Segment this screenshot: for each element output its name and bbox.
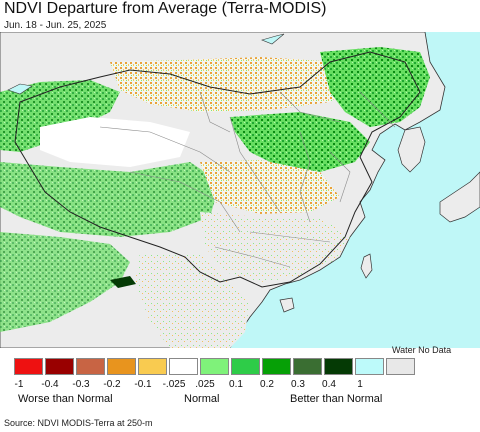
legend-swatch (293, 358, 322, 375)
legend-tick-label: .025 (195, 379, 215, 390)
region-tibet (0, 162, 220, 237)
legend-swatch (14, 358, 43, 375)
legend-swatch (45, 358, 74, 375)
legend-swatch (355, 358, 384, 375)
legend-tick-label: -0.1 (134, 379, 152, 390)
province-borders (99, 91, 396, 268)
legend-swatch (324, 358, 353, 375)
legend-tick-label: 1 (357, 379, 363, 390)
legend-swatch (386, 358, 415, 375)
legend-tick-label: 0.1 (229, 379, 243, 390)
legend-colorbar (14, 358, 417, 375)
region-south-asia (0, 232, 130, 332)
map-title: NDVI Departure from Average (Terra-MODIS… (4, 0, 327, 17)
legend-tick-label: 0.4 (322, 379, 336, 390)
region-mongolia (110, 57, 360, 112)
region-central-mixed (200, 160, 340, 214)
legend-worse-label: Worse than Normal (18, 393, 113, 405)
korea-peninsula (397, 126, 426, 173)
hainan (279, 297, 295, 313)
date-range: Jun. 18 - Jun. 25, 2025 (4, 20, 107, 31)
delta-dark-patch (110, 276, 136, 288)
legend-swatch (200, 358, 229, 375)
region-tarim-normal (40, 117, 190, 167)
region-southeast-asia (135, 252, 250, 348)
legend-tick-label: -0.2 (103, 379, 121, 390)
legend-tick-label: -1 (14, 379, 24, 390)
legend-better-label: Better than Normal (290, 393, 383, 405)
china-border (14, 51, 421, 288)
source-note: Source: NDVI MODIS-Terra at 250-m (4, 418, 153, 428)
ndvi-map (0, 32, 480, 348)
legend-swatch (169, 358, 198, 375)
legend-swatch (76, 358, 105, 375)
japan-islands (439, 171, 480, 223)
legend-water-no-data-label: Water No Data (392, 345, 452, 355)
legend-swatch (231, 358, 260, 375)
region-northeast-greening (320, 47, 430, 127)
legend-tick-label: 0.2 (260, 379, 274, 390)
legend-tick-label: 0.3 (291, 379, 305, 390)
legend-tick-label: -.025 (162, 379, 186, 390)
legend-swatch (262, 358, 291, 375)
lake-baikal (261, 33, 285, 45)
lake-balkhash (7, 83, 33, 95)
map-canvas (0, 32, 480, 348)
region-south-china (200, 212, 350, 282)
legend-tick-label: -0.3 (72, 379, 90, 390)
legend-swatch (138, 358, 167, 375)
legend-swatch (107, 358, 136, 375)
taiwan (360, 253, 373, 279)
legend-normal-label: Normal (184, 393, 220, 405)
legend-tick-label: -0.4 (41, 379, 59, 390)
